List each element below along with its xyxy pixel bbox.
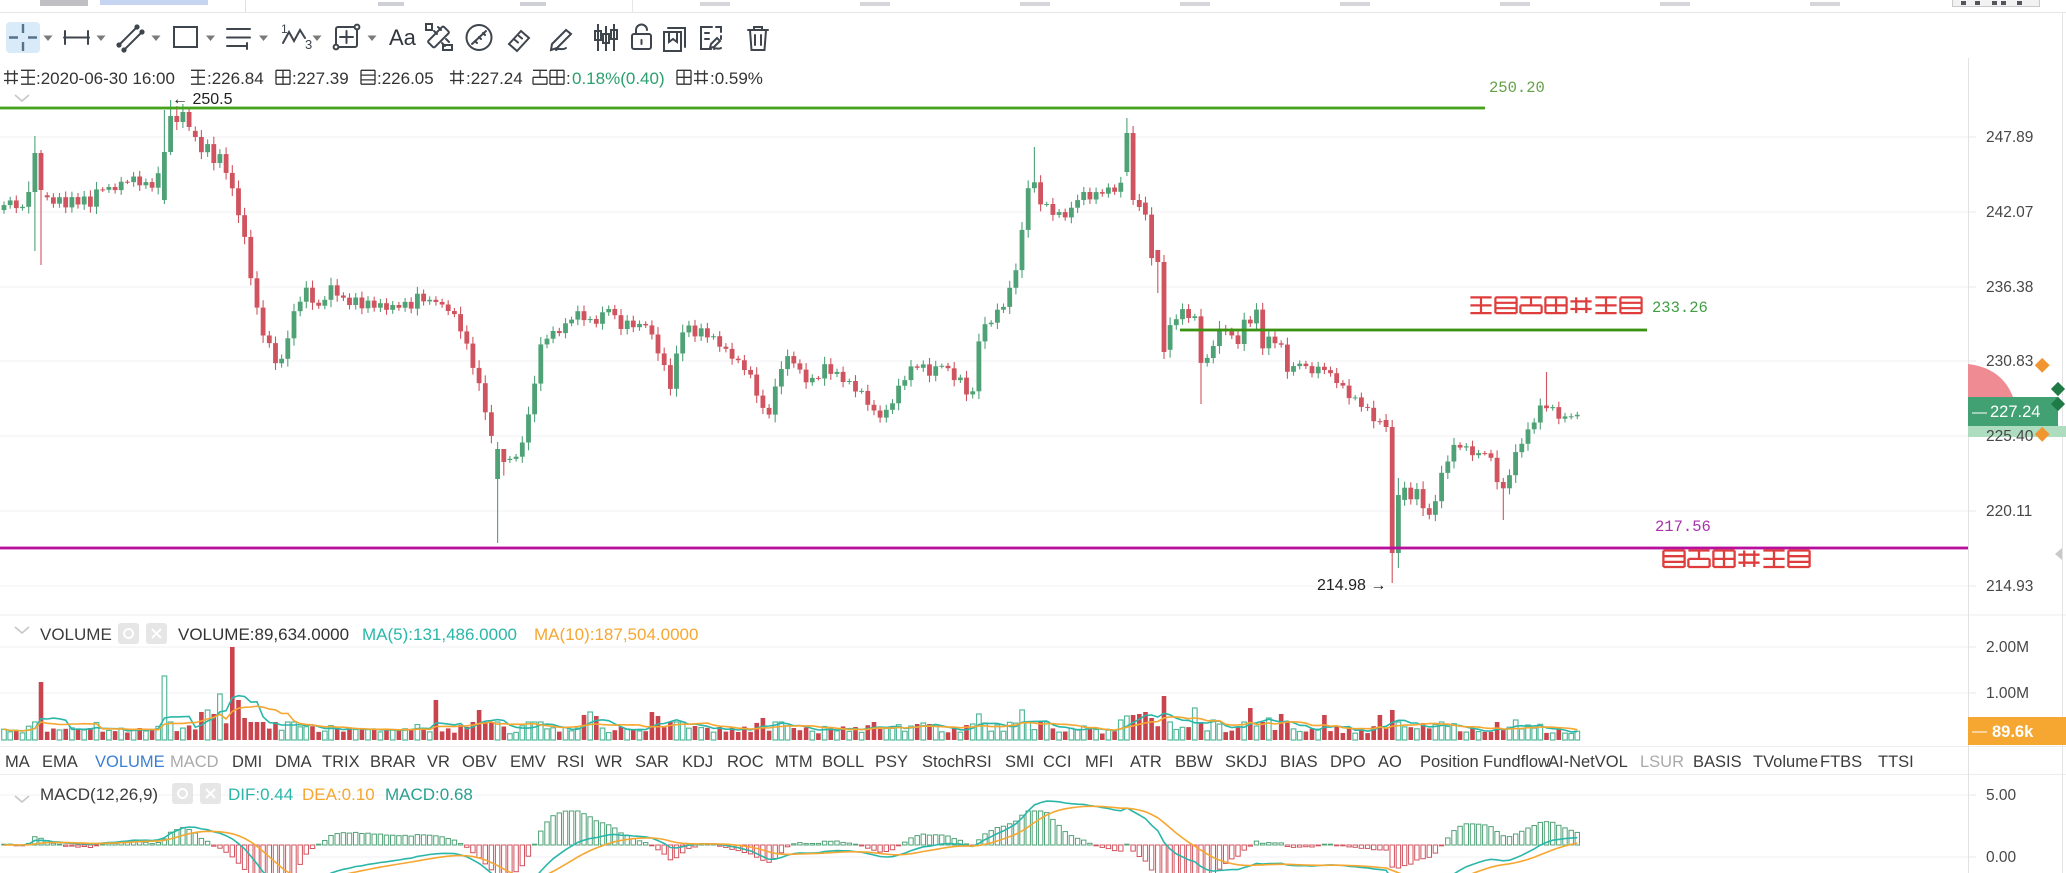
svg-text:3: 3 <box>305 37 312 52</box>
svg-text:WR: WR <box>595 753 623 771</box>
svg-text:0.00: 0.00 <box>1986 849 2017 866</box>
svg-text:FTBS: FTBS <box>1820 753 1862 771</box>
svg-text:VR: VR <box>427 753 450 771</box>
svg-text:DIF:0.44: DIF:0.44 <box>228 785 293 804</box>
svg-text:2.00M: 2.00M <box>1986 639 2029 656</box>
svg-text:225.40: 225.40 <box>1986 428 2034 445</box>
svg-text:—: — <box>1972 723 1987 740</box>
svg-text:AO: AO <box>1378 753 1402 771</box>
svg-text:DPO: DPO <box>1330 753 1366 771</box>
svg-text:214.98 →: 214.98 → <box>1317 577 1386 594</box>
svg-text:TVolume: TVolume <box>1753 753 1818 771</box>
svg-text:StochRSI: StochRSI <box>922 753 992 771</box>
svg-text::226.84: :226.84 <box>207 69 264 88</box>
svg-text:DMA: DMA <box>275 753 312 771</box>
svg-text::227.24: :227.24 <box>466 69 523 88</box>
svg-text:TTSI: TTSI <box>1878 753 1914 771</box>
svg-text:BASIS: BASIS <box>1693 753 1742 771</box>
svg-text:LSUR: LSUR <box>1640 753 1684 771</box>
svg-text:1.00M: 1.00M <box>1986 685 2029 702</box>
svg-text:MA(5):131,486.0000: MA(5):131,486.0000 <box>362 625 517 644</box>
svg-text:Fundflow: Fundflow <box>1483 753 1550 771</box>
svg-text:PSY: PSY <box>875 753 908 771</box>
svg-text:EMV: EMV <box>510 753 546 771</box>
svg-text:CCI: CCI <box>1043 753 1071 771</box>
svg-text:MACD:0.68: MACD:0.68 <box>385 785 473 804</box>
svg-text:MTM: MTM <box>775 753 813 771</box>
svg-text:Aa: Aa <box>389 25 417 50</box>
svg-text::2020-06-30 16:00: :2020-06-30 16:00 <box>36 69 175 88</box>
svg-text:KDJ: KDJ <box>682 753 713 771</box>
svg-text:233.26: 233.26 <box>1652 299 1708 317</box>
svg-text:5.00: 5.00 <box>1986 787 2017 804</box>
svg-text:VOLUME: VOLUME <box>40 625 112 644</box>
svg-text:Position: Position <box>1420 753 1479 771</box>
svg-text::227.39: :227.39 <box>292 69 349 88</box>
svg-text:EMA: EMA <box>42 753 78 771</box>
svg-text:OBV: OBV <box>462 753 497 771</box>
svg-text:247.89: 247.89 <box>1986 129 2033 146</box>
svg-text:BOLL: BOLL <box>822 753 864 771</box>
svg-text:—: — <box>1972 404 1987 421</box>
svg-text:MACD(12,26,9): MACD(12,26,9) <box>40 785 158 804</box>
svg-text:BBW: BBW <box>1175 753 1213 771</box>
svg-text:ATR: ATR <box>1130 753 1162 771</box>
svg-text:MA: MA <box>5 753 30 771</box>
svg-text:SKDJ: SKDJ <box>1225 753 1267 771</box>
svg-text:242.07: 242.07 <box>1986 204 2033 221</box>
svg-text:217.56: 217.56 <box>1655 518 1711 536</box>
svg-text:89.6k: 89.6k <box>1992 723 2034 741</box>
svg-text:250.20: 250.20 <box>1489 79 1545 97</box>
svg-text:VOLUME: VOLUME <box>95 753 165 771</box>
svg-text:230.83: 230.83 <box>1986 353 2033 370</box>
svg-text:220.11: 220.11 <box>1986 503 2032 520</box>
svg-text:1: 1 <box>281 22 288 36</box>
svg-text:MFI: MFI <box>1085 753 1113 771</box>
svg-text::: : <box>566 69 571 88</box>
svg-text:BRAR: BRAR <box>370 753 416 771</box>
svg-text:AI-NetVOL: AI-NetVOL <box>1548 753 1628 771</box>
svg-text:DEA:0.10: DEA:0.10 <box>302 785 375 804</box>
svg-text:VOLUME:89,634.0000: VOLUME:89,634.0000 <box>178 625 349 644</box>
svg-text:SAR: SAR <box>635 753 669 771</box>
svg-text::226.05: :226.05 <box>377 69 434 88</box>
svg-text:BIAS: BIAS <box>1280 753 1318 771</box>
svg-text:227.24: 227.24 <box>1990 403 2040 421</box>
svg-text:ROC: ROC <box>727 753 764 771</box>
svg-text:0.18%(0.40): 0.18%(0.40) <box>572 69 665 88</box>
svg-text:SMI: SMI <box>1005 753 1034 771</box>
svg-text::0.59%: :0.59% <box>710 69 763 88</box>
svg-text:MACD: MACD <box>170 753 219 771</box>
svg-text:TRIX: TRIX <box>322 753 360 771</box>
svg-text:RSI: RSI <box>557 753 585 771</box>
svg-text:MA(10):187,504.0000: MA(10):187,504.0000 <box>534 625 698 644</box>
svg-text:DMI: DMI <box>232 753 262 771</box>
svg-text:← 250.5: ← 250.5 <box>172 91 233 108</box>
svg-text:214.93: 214.93 <box>1986 578 2033 595</box>
svg-text:236.38: 236.38 <box>1986 279 2033 296</box>
